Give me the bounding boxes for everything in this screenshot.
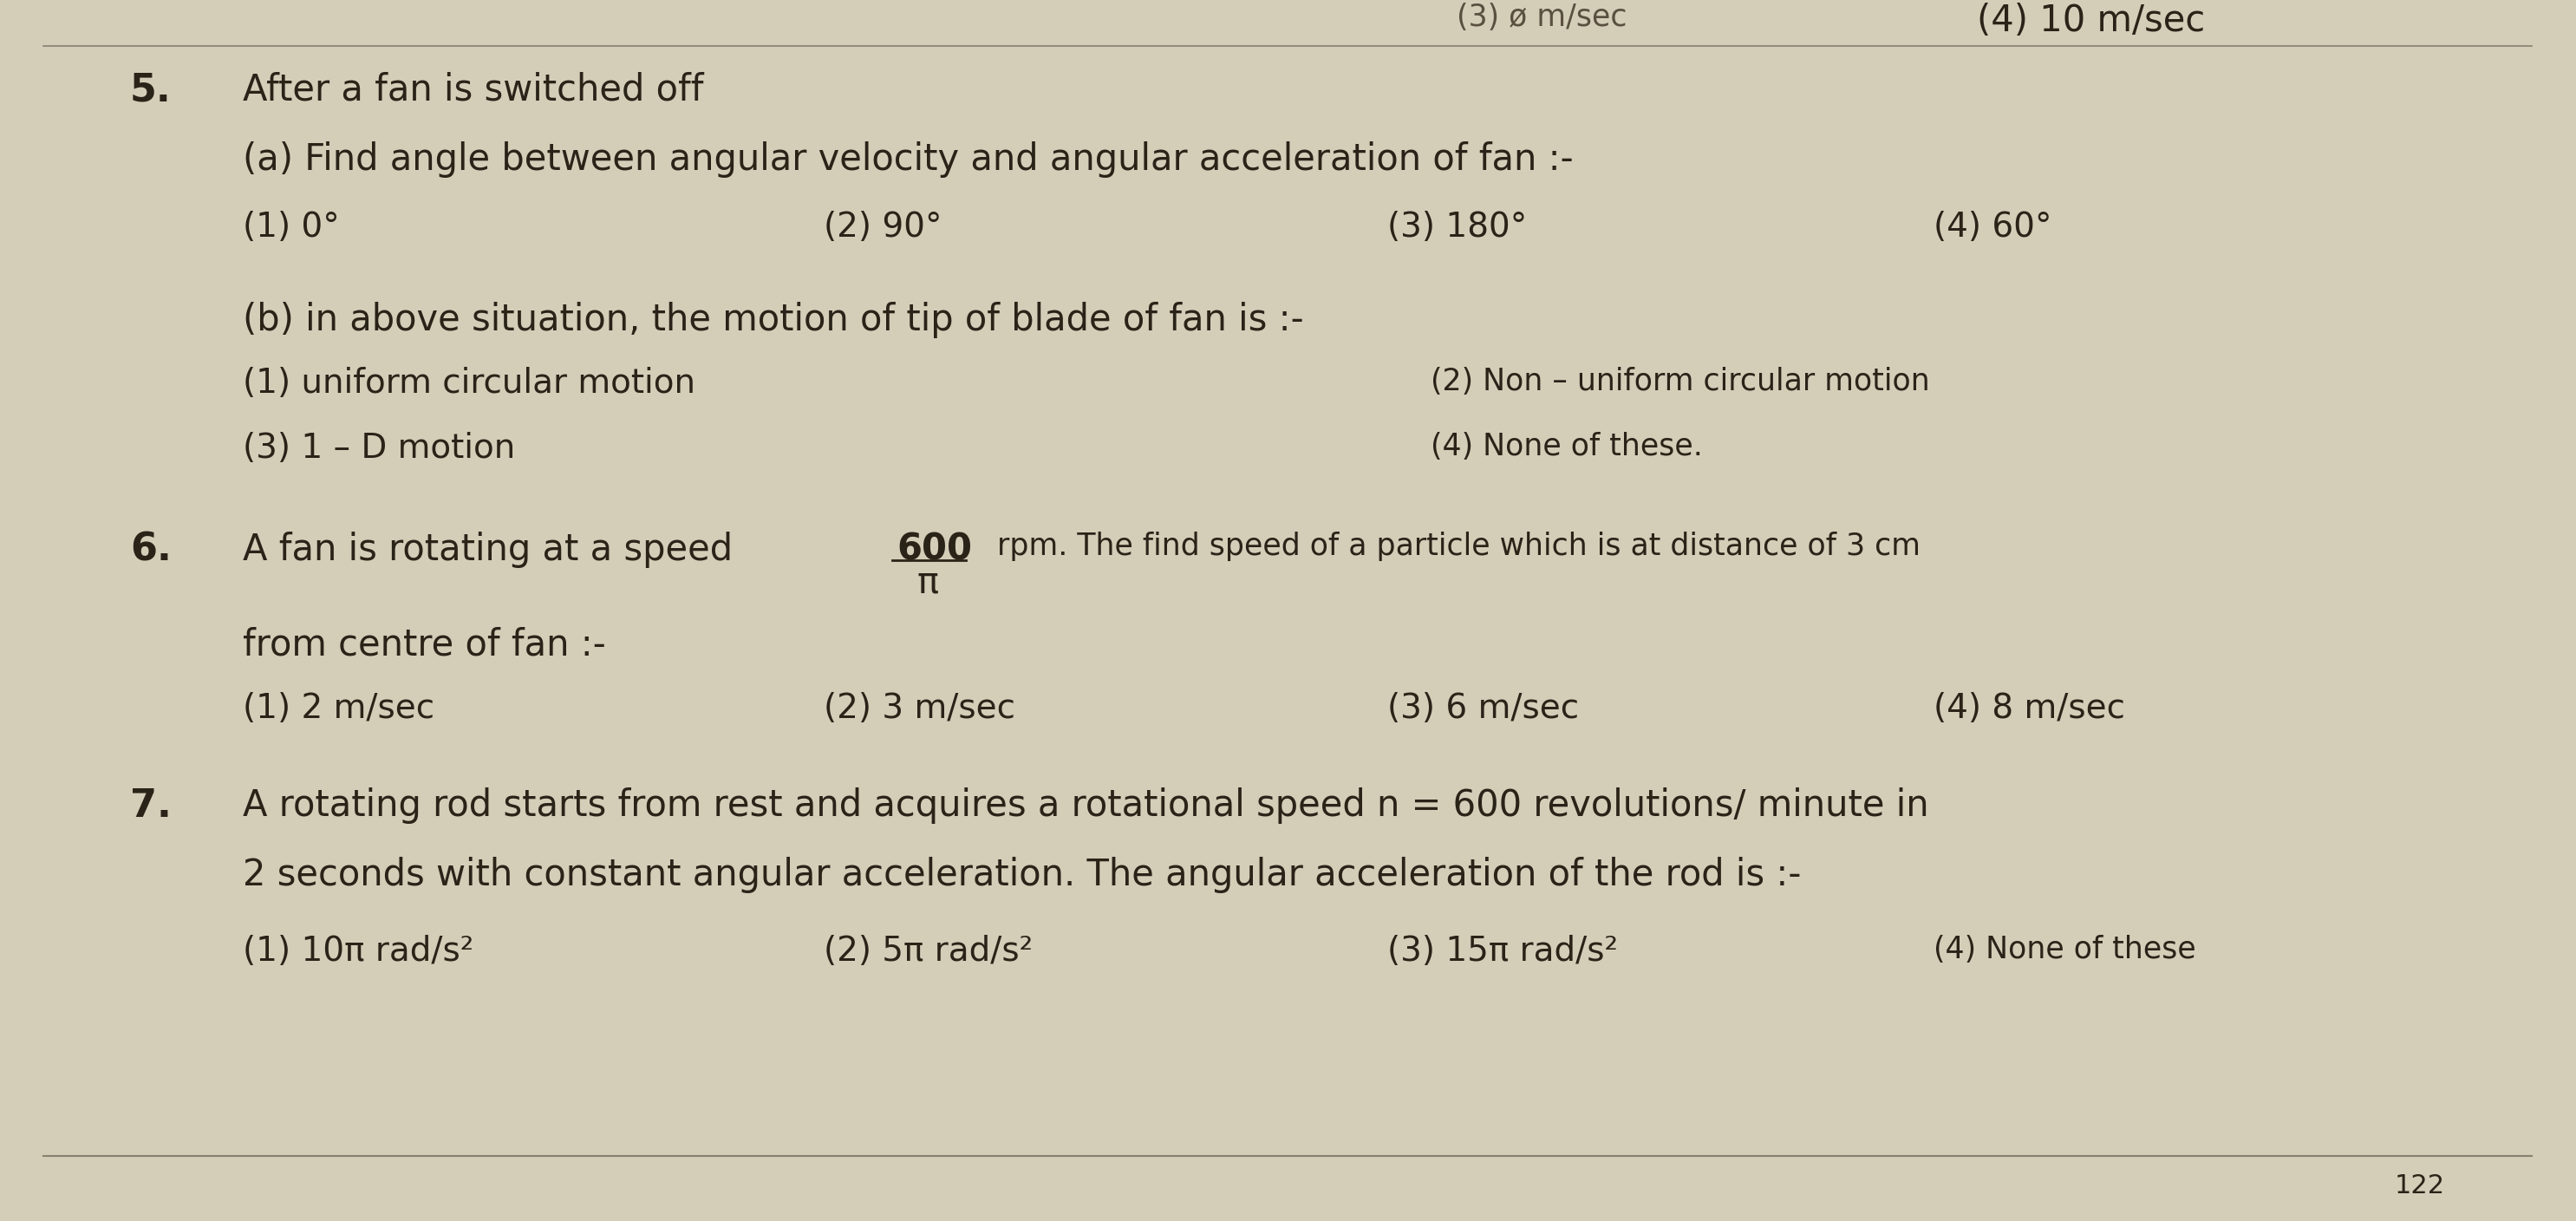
Text: (4) None of these: (4) None of these bbox=[1935, 935, 2195, 965]
Text: (1) 10π rad/s²: (1) 10π rad/s² bbox=[242, 935, 474, 968]
Text: (4) 8 m/sec: (4) 8 m/sec bbox=[1935, 692, 2125, 725]
Text: rpm. The find speed of a particle which is at distance of 3 cm: rpm. The find speed of a particle which … bbox=[987, 531, 1922, 562]
Text: (1) 0°: (1) 0° bbox=[242, 211, 340, 244]
Text: (1) 2 m/sec: (1) 2 m/sec bbox=[242, 692, 435, 725]
Text: (b) in above situation, the motion of tip of blade of fan is :-: (b) in above situation, the motion of ti… bbox=[242, 302, 1303, 338]
Text: (2) 90°: (2) 90° bbox=[824, 211, 943, 244]
Text: (1) uniform circular motion: (1) uniform circular motion bbox=[242, 366, 696, 399]
Text: A rotating rod starts from rest and acquires a rotational speed n = 600 revoluti: A rotating rod starts from rest and acqu… bbox=[242, 788, 1929, 824]
Text: (2) 5π rad/s²: (2) 5π rad/s² bbox=[824, 935, 1033, 968]
Text: (3) 180°: (3) 180° bbox=[1388, 211, 1528, 244]
Text: (a) Find angle between angular velocity and angular acceleration of fan :-: (a) Find angle between angular velocity … bbox=[242, 142, 1574, 178]
Text: 122: 122 bbox=[2396, 1173, 2445, 1199]
Text: 7.: 7. bbox=[129, 788, 173, 824]
Text: (3) 1 – D motion: (3) 1 – D motion bbox=[242, 432, 515, 465]
Text: π: π bbox=[917, 564, 938, 601]
Text: (3) 15π rad/s²: (3) 15π rad/s² bbox=[1388, 935, 1618, 968]
Text: (4) None of these.: (4) None of these. bbox=[1430, 432, 1703, 462]
Text: 2 seconds with constant angular acceleration. The angular acceleration of the ro: 2 seconds with constant angular accelera… bbox=[242, 857, 1801, 894]
Text: (4) 10 m/sec: (4) 10 m/sec bbox=[1976, 2, 2205, 39]
Text: A fan is rotating at a speed: A fan is rotating at a speed bbox=[242, 531, 744, 568]
Text: (2) 3 m/sec: (2) 3 m/sec bbox=[824, 692, 1015, 725]
Text: (3) ø m/sec: (3) ø m/sec bbox=[1455, 2, 1628, 32]
Text: (3) 6 m/sec: (3) 6 m/sec bbox=[1388, 692, 1579, 725]
Text: (4) 60°: (4) 60° bbox=[1935, 211, 2053, 244]
Text: After a fan is switched off: After a fan is switched off bbox=[242, 72, 703, 109]
Text: 6.: 6. bbox=[129, 531, 173, 569]
Text: 5.: 5. bbox=[129, 72, 173, 109]
Text: from centre of fan :-: from centre of fan :- bbox=[242, 626, 605, 663]
Text: 600: 600 bbox=[896, 531, 971, 568]
Text: (2) Non – uniform circular motion: (2) Non – uniform circular motion bbox=[1430, 366, 1929, 397]
